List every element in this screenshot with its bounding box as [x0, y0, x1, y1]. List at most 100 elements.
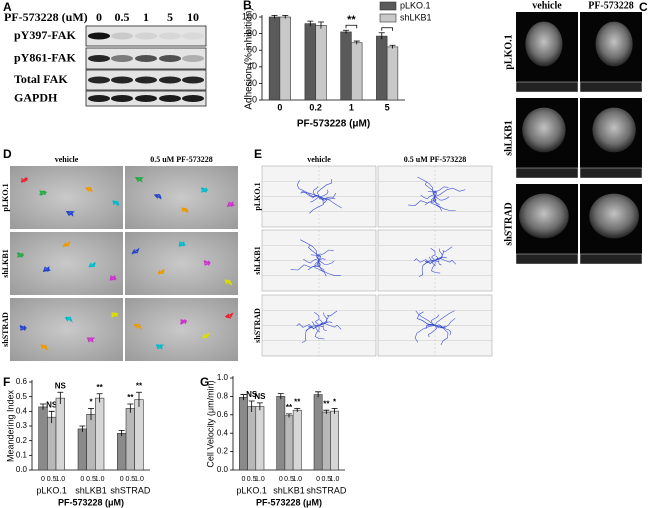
error-bar — [248, 400, 255, 413]
group-label: shSTRAD — [306, 485, 347, 495]
group-label: pLKO.1 — [36, 485, 67, 495]
group-label: shLKB1 — [273, 485, 305, 495]
error-bar — [343, 29, 350, 34]
y-tick-label: 0.5 — [16, 392, 28, 401]
error-bar — [389, 44, 396, 49]
cell-track — [318, 322, 342, 330]
x-tick-label: 0.5 — [125, 476, 135, 483]
significance-label: ** — [286, 403, 293, 412]
group-label: pLKO.1 — [236, 485, 267, 495]
cell-track — [303, 258, 320, 264]
error-bar — [135, 391, 142, 407]
cell-track — [84, 186, 93, 193]
y-tick-label: 0.6 — [217, 410, 229, 419]
cell-track — [314, 311, 320, 326]
y-tick-label: 100 — [242, 11, 257, 21]
x-tick-label: 1.0 — [55, 476, 65, 483]
bar — [386, 46, 399, 101]
x-tick-label: 1.0 — [95, 476, 105, 483]
cell-track — [415, 310, 436, 326]
row-label: pLKO.1 — [1, 183, 10, 211]
cell-track — [39, 190, 48, 196]
column-label: vehicle — [532, 0, 562, 11]
cell-track — [432, 260, 436, 267]
cell-track — [413, 258, 436, 264]
x-tick-label: 0 — [316, 476, 320, 483]
column-label: 0.5 uM PF-573228 — [404, 155, 466, 164]
bar — [125, 408, 135, 471]
row-label: shLKB1 — [253, 246, 262, 274]
cell-track — [434, 325, 449, 346]
cell-track — [312, 186, 320, 197]
x-tick-label: 0.5 — [321, 476, 331, 483]
blot-band — [159, 32, 181, 40]
cell-track — [16, 252, 25, 258]
cell-track — [309, 196, 324, 214]
error-bar — [286, 413, 292, 418]
bar — [292, 409, 302, 471]
x-tick-label: 1.0 — [134, 476, 144, 483]
y-tick-label: 60 — [247, 45, 257, 55]
row-label: shLKB1 — [1, 249, 10, 277]
y-tick-label: 20 — [247, 78, 257, 88]
bar — [268, 16, 281, 101]
micrograph — [10, 166, 123, 229]
error-bar — [378, 32, 385, 40]
cell-stain — [519, 193, 569, 239]
x-tick-label: 0.5 — [284, 476, 294, 483]
cell-track — [408, 196, 436, 206]
blot-band — [135, 95, 157, 102]
significance-label: NS — [46, 400, 58, 409]
cell-track — [203, 259, 211, 266]
y-tick-label: 0.1 — [16, 450, 28, 459]
row-label: shSTRAD — [1, 312, 10, 347]
cell-track — [314, 325, 325, 340]
blot-band — [111, 55, 133, 62]
significance-label: ** — [127, 393, 134, 402]
cell-track — [65, 210, 75, 217]
significance-label: ** — [136, 381, 143, 390]
error-bar — [256, 402, 263, 411]
x-tick-label: 0.5 — [247, 476, 257, 483]
error-bar — [127, 403, 134, 413]
error-bar — [315, 391, 322, 398]
panel-label: C — [639, 0, 648, 14]
y-tick-label: 0.3 — [16, 421, 28, 430]
cell-track — [153, 193, 162, 200]
cell-track — [224, 312, 234, 319]
bar — [340, 31, 352, 101]
bar — [38, 406, 48, 471]
blot-band — [88, 76, 110, 84]
y-tick-label: 0.6 — [16, 377, 28, 386]
blot-row-label: pY397-FAK — [14, 28, 76, 42]
xz-section — [515, 253, 579, 265]
error-bar — [48, 410, 55, 424]
bar — [134, 399, 144, 471]
cell-track — [88, 261, 96, 268]
x-tick-label: 0 — [277, 102, 282, 112]
cell-track — [424, 181, 437, 197]
cell-track — [224, 279, 233, 286]
cell-track — [434, 310, 455, 326]
x-tick-label: 0 — [80, 476, 84, 483]
panel-label: B — [243, 0, 252, 12]
bar — [255, 406, 265, 471]
cell-track — [178, 241, 186, 247]
micrograph — [10, 298, 123, 361]
cell-track — [314, 260, 327, 277]
dose-label: 0 — [96, 10, 102, 24]
x-axis-label: PF-573228 (μM) — [58, 497, 124, 507]
cell-track — [311, 321, 319, 326]
significance-label: NS — [246, 390, 258, 399]
panel-label: A — [3, 0, 12, 14]
error-bar — [240, 394, 247, 401]
x-tick-label: 0.5 — [86, 476, 96, 483]
treatment-label: PF-573228 (uM) — [4, 10, 88, 24]
x-tick-label: 0 — [120, 476, 124, 483]
dose-label: 0.5 — [115, 10, 130, 24]
cell-stain — [589, 193, 639, 239]
row-label: shSTRAD — [503, 202, 514, 245]
cell-track — [434, 196, 450, 201]
panel-label: G — [200, 375, 209, 389]
